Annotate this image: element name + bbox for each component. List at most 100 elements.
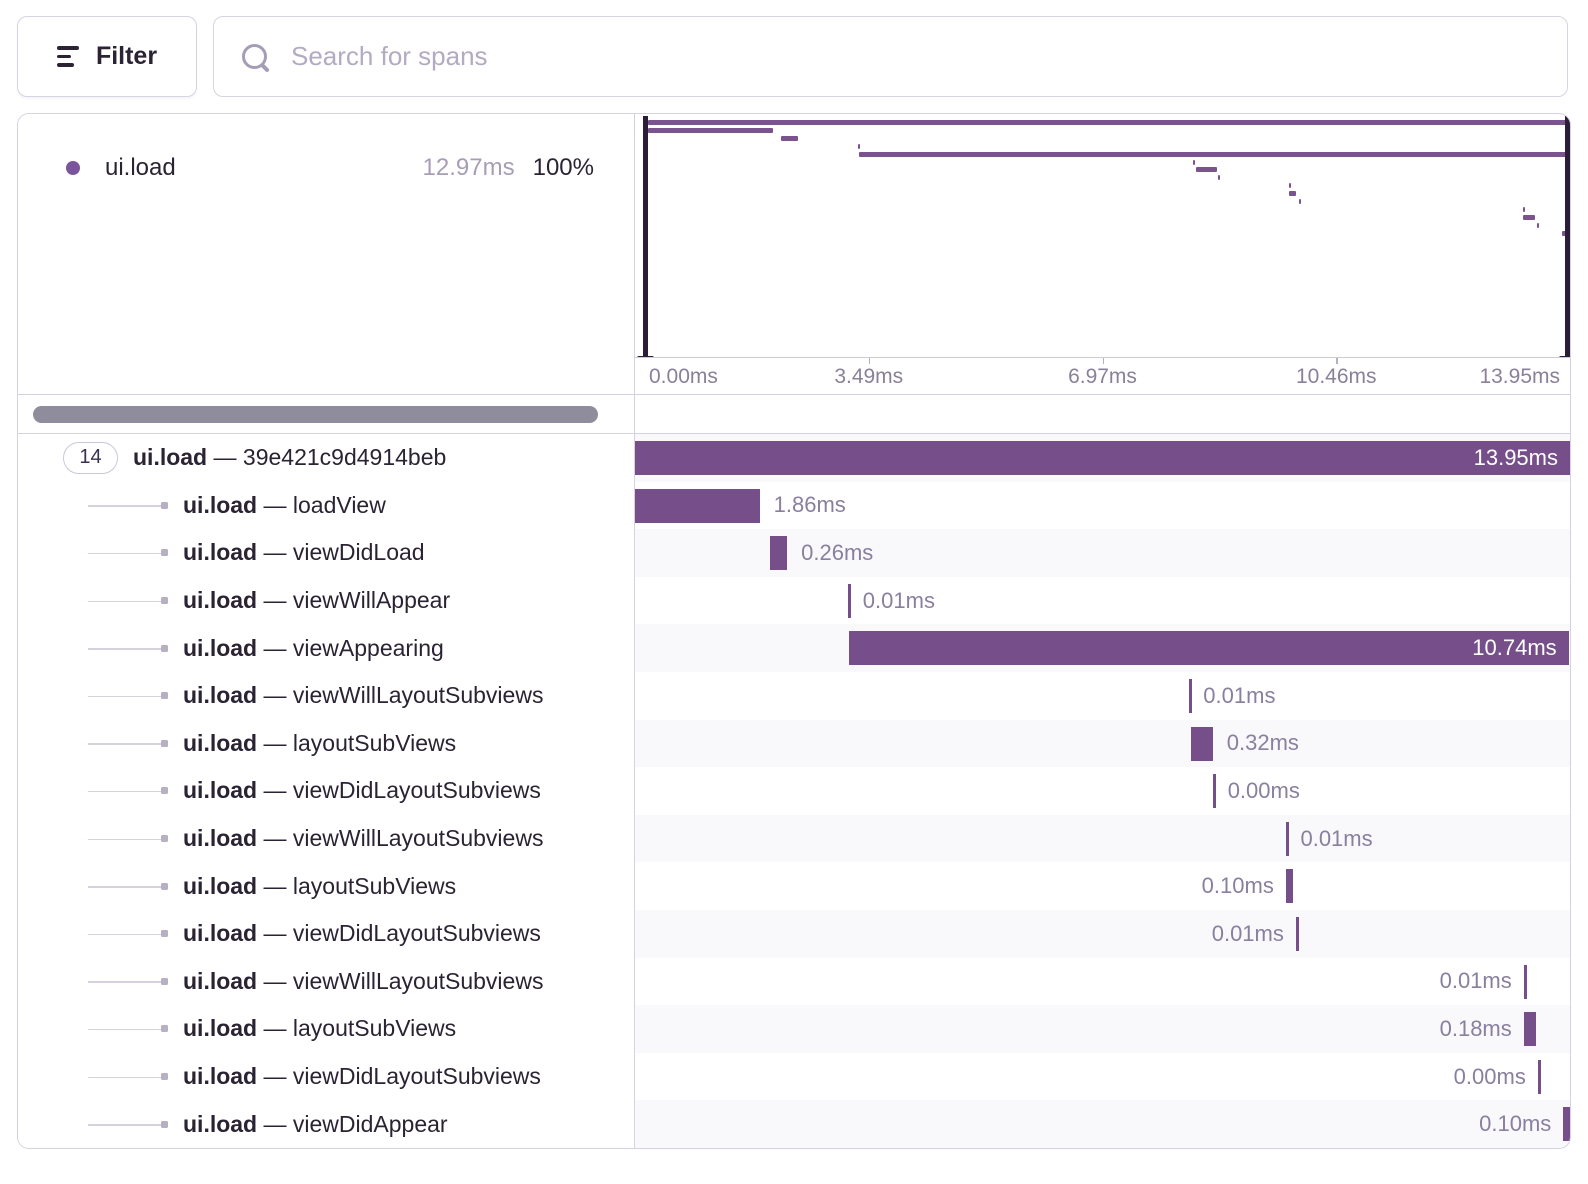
span-bar[interactable] <box>1523 964 1527 999</box>
span-tree-row[interactable]: ui.load — viewDidLayoutSubviews <box>18 1052 634 1101</box>
minimap-span-mark <box>857 143 860 149</box>
span-tree-row[interactable]: ui.load — viewWillLayoutSubviews <box>18 814 634 863</box>
span-row[interactable]: 0.18ms <box>635 1005 1570 1053</box>
span-duration-label: 0.32ms <box>1226 730 1299 756</box>
span-bar[interactable] <box>1285 821 1289 856</box>
span-tree-row[interactable]: ui.load — viewDidLayoutSubviews <box>18 909 634 958</box>
tree-branch-line <box>88 505 164 507</box>
span-label: ui.load — loadView <box>183 491 386 518</box>
tree-branch-line <box>88 933 164 936</box>
span-label: ui.load — layoutSubViews <box>183 1015 457 1042</box>
span-duration-label: 0.10ms <box>1201 873 1274 899</box>
span-tree-row[interactable]: ui.load — layoutSubViews <box>18 719 634 768</box>
span-tree-row[interactable]: ui.load — layoutSubViews <box>18 1005 634 1053</box>
tree-branch-dot <box>161 644 168 652</box>
tree-branch-dot <box>161 930 168 938</box>
span-row[interactable]: 0.01ms <box>635 957 1570 1006</box>
span-label: ui.load — viewDidAppear <box>183 1110 448 1137</box>
minimap-span-mark <box>1193 159 1196 165</box>
span-bar[interactable] <box>1191 726 1213 761</box>
span-bar[interactable] <box>1523 1012 1536 1047</box>
span-row[interactable]: 0.00ms <box>635 767 1570 815</box>
span-row[interactable]: 0.00ms <box>635 1052 1570 1101</box>
minimap-span-mark <box>648 127 773 133</box>
span-bar[interactable] <box>1285 869 1293 904</box>
tree-scroll-cell <box>18 395 635 433</box>
span-duration-label: 0.00ms <box>1227 777 1300 803</box>
tree-branch-line <box>88 838 164 841</box>
minimap-left-handle[interactable] <box>643 116 648 394</box>
span-label: ui.load — viewWillLayoutSubviews <box>183 967 544 994</box>
span-tree-row[interactable]: ui.load — layoutSubViews <box>18 862 634 910</box>
tree-branch-dot <box>161 549 168 557</box>
span-label: ui.load — viewDidLayoutSubviews <box>183 920 541 947</box>
span-tree: 14 ui.load — 39e421c9d4914beb ui.load — lo… <box>18 434 635 1148</box>
filter-icon <box>56 46 81 67</box>
search-icon <box>242 44 267 69</box>
legend-percent: 100% <box>532 154 594 181</box>
span-bar[interactable] <box>769 536 788 571</box>
span-bar[interactable] <box>1563 1107 1570 1142</box>
horizontal-scrollbar[interactable] <box>33 405 598 423</box>
span-label: ui.load — viewDidLayoutSubviews <box>183 1063 541 1090</box>
span-row[interactable]: 0.01ms <box>635 671 1570 720</box>
span-tree-row[interactable]: ui.load — viewWillLayoutSubviews <box>18 671 634 720</box>
tree-branch-dot <box>161 977 168 985</box>
span-row[interactable]: 0.01ms <box>635 576 1570 625</box>
span-bar[interactable] <box>848 583 852 618</box>
span-tree-row[interactable]: ui.load — viewDidAppear <box>18 1100 634 1148</box>
tree-branch-line <box>88 743 164 745</box>
span-tree-row[interactable]: 14 ui.load — 39e421c9d4914beb <box>18 434 634 482</box>
legend-row[interactable]: ui.load 12.97ms 100% <box>18 114 634 182</box>
span-tree-row[interactable]: ui.load — viewDidLayoutSubviews <box>18 767 634 815</box>
tree-branch-line <box>88 790 164 793</box>
minimap-right-handle[interactable] <box>1565 116 1570 394</box>
filter-button[interactable]: Filter <box>17 16 197 97</box>
search-input[interactable] <box>289 40 1567 73</box>
tree-branch-dot <box>161 597 168 605</box>
span-label: ui.load — 39e421c9d4914beb <box>133 444 447 471</box>
span-bar[interactable] <box>1295 916 1299 951</box>
span-label: ui.load — viewWillAppear <box>183 587 451 614</box>
span-bar[interactable] <box>635 488 760 523</box>
span-duration-label: 0.01ms <box>1439 968 1512 994</box>
tree-branch-dot <box>161 1073 168 1081</box>
tree-branch-dot <box>161 835 168 843</box>
span-op-color-dot <box>66 161 80 175</box>
span-row[interactable]: 0.32ms <box>635 719 1570 768</box>
span-row[interactable]: 0.01ms <box>635 814 1570 863</box>
span-tree-row[interactable]: ui.load — viewWillAppear <box>18 576 634 625</box>
span-bar[interactable] <box>1537 1059 1541 1094</box>
tree-branch-line <box>88 1076 164 1079</box>
span-duration-label: 0.01ms <box>1211 920 1284 946</box>
span-rows-band: 14 ui.load — 39e421c9d4914beb ui.load — lo… <box>18 434 1570 1148</box>
minimap-panel: 0.00ms 3.49ms 6.97ms 10.46ms 13.95ms <box>635 114 1570 394</box>
span-bar[interactable] <box>1213 774 1217 809</box>
span-tree-row[interactable]: ui.load — loadView <box>18 481 634 530</box>
span-tree-row[interactable]: ui.load — viewDidLoad <box>18 529 634 577</box>
axis-tick-label: 0.00ms <box>649 365 718 388</box>
span-row[interactable]: 1.86ms <box>635 481 1570 530</box>
toolbar: Filter <box>17 16 1568 97</box>
span-label: ui.load — viewDidLayoutSubviews <box>183 777 541 804</box>
span-row[interactable]: 10.74ms <box>635 624 1570 672</box>
span-row[interactable]: 0.01ms <box>635 909 1570 958</box>
minimap[interactable] <box>635 114 1570 394</box>
search-box[interactable] <box>213 16 1568 97</box>
span-tree-row[interactable]: ui.load — viewAppearing <box>18 624 634 672</box>
legend-op-label: ui.load <box>105 154 176 181</box>
span-row[interactable]: 0.10ms <box>635 862 1570 910</box>
span-duration-label: 13.95ms <box>1473 444 1558 470</box>
span-bar[interactable] <box>1188 678 1192 713</box>
span-bar[interactable] <box>848 631 1569 666</box>
span-row[interactable]: 0.26ms <box>635 529 1570 577</box>
tree-branch-line <box>88 648 164 650</box>
tree-branch-line <box>88 981 164 983</box>
span-tree-row[interactable]: ui.load — viewWillLayoutSubviews <box>18 957 634 1006</box>
span-row[interactable]: 13.95ms <box>635 434 1570 482</box>
span-label: ui.load — viewAppearing <box>183 634 444 661</box>
span-bar[interactable] <box>635 441 1570 475</box>
span-duration-label: 0.10ms <box>1479 1111 1552 1137</box>
span-row[interactable]: 0.10ms <box>635 1100 1570 1148</box>
children-count-badge[interactable]: 14 <box>63 441 118 474</box>
